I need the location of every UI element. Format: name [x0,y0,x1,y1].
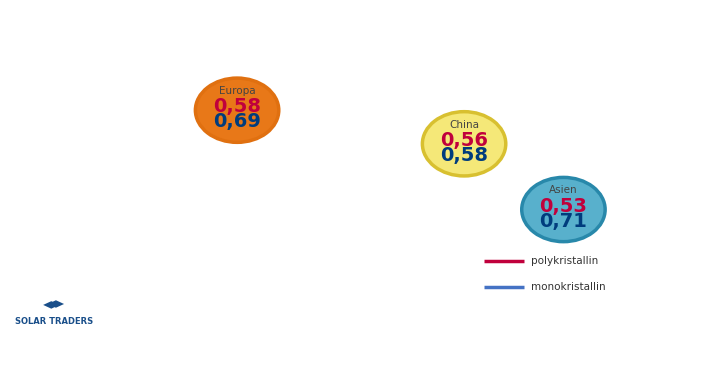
Ellipse shape [195,78,279,142]
Text: 0,53: 0,53 [539,197,587,216]
Text: 0,58: 0,58 [440,146,488,165]
Polygon shape [43,301,60,309]
Text: 0,58: 0,58 [213,98,261,116]
Text: monokristallin: monokristallin [531,282,606,292]
Ellipse shape [422,112,506,176]
Text: Asien: Asien [549,185,578,195]
Text: SOLAR TRADERS: SOLAR TRADERS [15,317,92,326]
Polygon shape [48,300,64,308]
Text: polykristallin: polykristallin [531,256,598,266]
Text: 0,69: 0,69 [213,112,261,131]
Text: Europa: Europa [219,86,256,96]
Text: 0,56: 0,56 [440,131,488,150]
Text: 0,71: 0,71 [539,212,587,231]
Text: China: China [449,119,479,129]
Ellipse shape [522,177,605,242]
